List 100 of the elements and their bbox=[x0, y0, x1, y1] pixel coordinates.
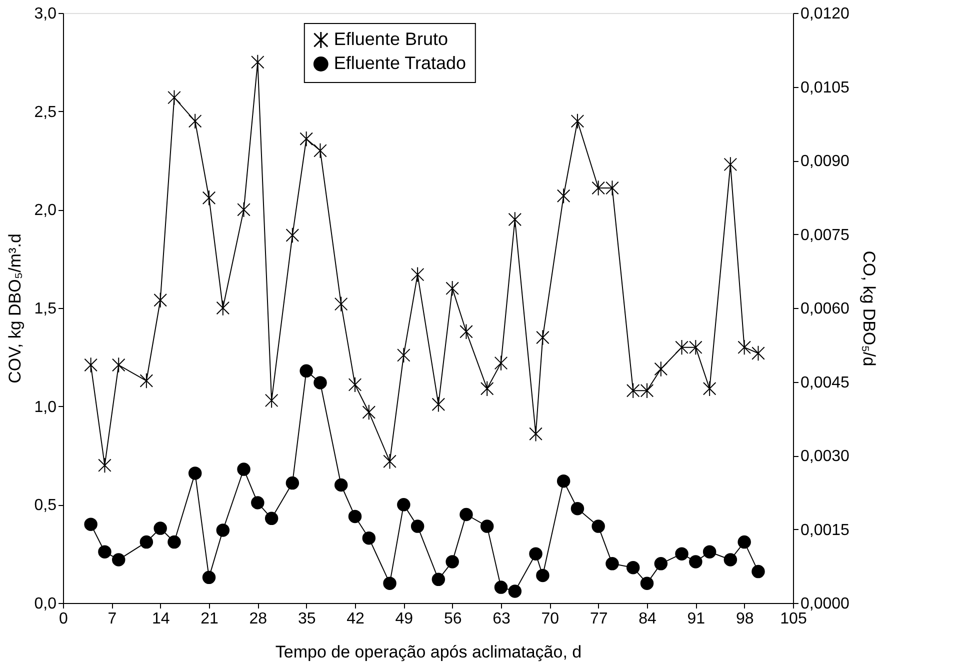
point bbox=[675, 339, 688, 356]
point bbox=[383, 576, 396, 590]
point bbox=[397, 347, 410, 364]
point bbox=[606, 557, 619, 570]
point bbox=[168, 535, 181, 549]
x-tick-label: 91 bbox=[687, 610, 706, 628]
point bbox=[626, 560, 640, 574]
point bbox=[724, 156, 738, 172]
x-tick-label: 70 bbox=[541, 610, 560, 628]
point bbox=[251, 496, 264, 510]
y2-tick-label: 0,0030 bbox=[800, 448, 850, 465]
x-tick-label: 35 bbox=[298, 610, 316, 628]
x-tick-label: 77 bbox=[590, 610, 608, 628]
point bbox=[494, 355, 508, 371]
point bbox=[508, 584, 522, 598]
x-tick-label: 56 bbox=[444, 610, 462, 628]
point bbox=[432, 572, 446, 586]
y-tick-label: 2,5 bbox=[34, 104, 57, 121]
point bbox=[362, 404, 376, 420]
point bbox=[752, 345, 765, 362]
x-tick-label: 21 bbox=[200, 610, 218, 628]
y2-tick-label: 0,0105 bbox=[800, 79, 850, 96]
point bbox=[410, 520, 424, 533]
point bbox=[410, 266, 424, 282]
y-tick-label: 0,0 bbox=[34, 596, 57, 612]
y2-tick-label: 0,0090 bbox=[800, 153, 850, 170]
point bbox=[724, 553, 738, 566]
point bbox=[140, 535, 154, 549]
point bbox=[188, 113, 202, 130]
point bbox=[154, 292, 167, 308]
point bbox=[536, 330, 550, 346]
point bbox=[752, 564, 765, 578]
point bbox=[168, 90, 181, 106]
point bbox=[640, 382, 654, 398]
point bbox=[397, 498, 410, 512]
x-tick-label: 84 bbox=[638, 610, 656, 628]
point bbox=[570, 113, 584, 130]
point bbox=[383, 454, 396, 470]
x-axis-title: Tempo de operação após aclimatação, d bbox=[275, 642, 582, 662]
point bbox=[556, 188, 570, 204]
point bbox=[494, 580, 508, 594]
point bbox=[202, 570, 216, 584]
y2-axis-title: CO, kg DBO₅/d bbox=[859, 250, 878, 366]
point bbox=[480, 520, 494, 533]
x-tick-label: 63 bbox=[492, 610, 510, 628]
point bbox=[334, 478, 348, 492]
x-tick-label: 28 bbox=[249, 610, 268, 628]
point bbox=[480, 380, 494, 396]
legend-label: Efluente Tratado bbox=[334, 53, 466, 73]
point bbox=[606, 180, 619, 196]
x-tick-label: 42 bbox=[346, 610, 364, 628]
point bbox=[536, 568, 550, 582]
legend-label: Efluente Bruto bbox=[334, 29, 448, 49]
point bbox=[738, 339, 751, 356]
x-tick-label: 7 bbox=[108, 610, 117, 628]
x-tick-label: 0 bbox=[59, 610, 68, 628]
x-tick-label: 105 bbox=[780, 610, 807, 628]
point bbox=[154, 522, 167, 535]
point bbox=[460, 324, 473, 340]
x-tick-label: 98 bbox=[736, 610, 754, 628]
point bbox=[216, 300, 230, 316]
point bbox=[432, 396, 446, 412]
point bbox=[529, 547, 542, 560]
point bbox=[112, 357, 126, 373]
point bbox=[460, 508, 473, 522]
point bbox=[446, 280, 459, 296]
point bbox=[348, 510, 362, 524]
point bbox=[654, 361, 668, 377]
point bbox=[264, 512, 278, 526]
point bbox=[286, 227, 300, 244]
point bbox=[640, 576, 654, 590]
y2-tick-label: 0,0060 bbox=[800, 300, 850, 318]
point bbox=[286, 476, 300, 490]
point bbox=[702, 545, 716, 558]
y-tick-label: 1,0 bbox=[34, 398, 57, 416]
point bbox=[216, 524, 230, 537]
point bbox=[84, 357, 98, 373]
point bbox=[314, 376, 327, 390]
point bbox=[508, 212, 522, 228]
point bbox=[654, 557, 668, 570]
point bbox=[237, 462, 250, 476]
y2-tick-label: 0,0000 bbox=[800, 596, 850, 612]
point bbox=[140, 372, 154, 389]
y-tick-label: 2,0 bbox=[34, 202, 57, 220]
point bbox=[112, 553, 126, 566]
point bbox=[300, 364, 313, 378]
point bbox=[446, 555, 459, 568]
point bbox=[202, 190, 216, 206]
point bbox=[738, 535, 751, 549]
point bbox=[188, 466, 202, 480]
point bbox=[334, 296, 348, 312]
point bbox=[300, 131, 313, 147]
x-tick-label: 14 bbox=[152, 610, 170, 628]
point bbox=[592, 180, 605, 196]
x-tick-label: 49 bbox=[395, 610, 414, 628]
point bbox=[98, 545, 112, 558]
point bbox=[702, 380, 716, 396]
y2-tick-label: 0,0120 bbox=[800, 6, 850, 22]
point bbox=[529, 426, 542, 442]
point bbox=[675, 547, 688, 560]
